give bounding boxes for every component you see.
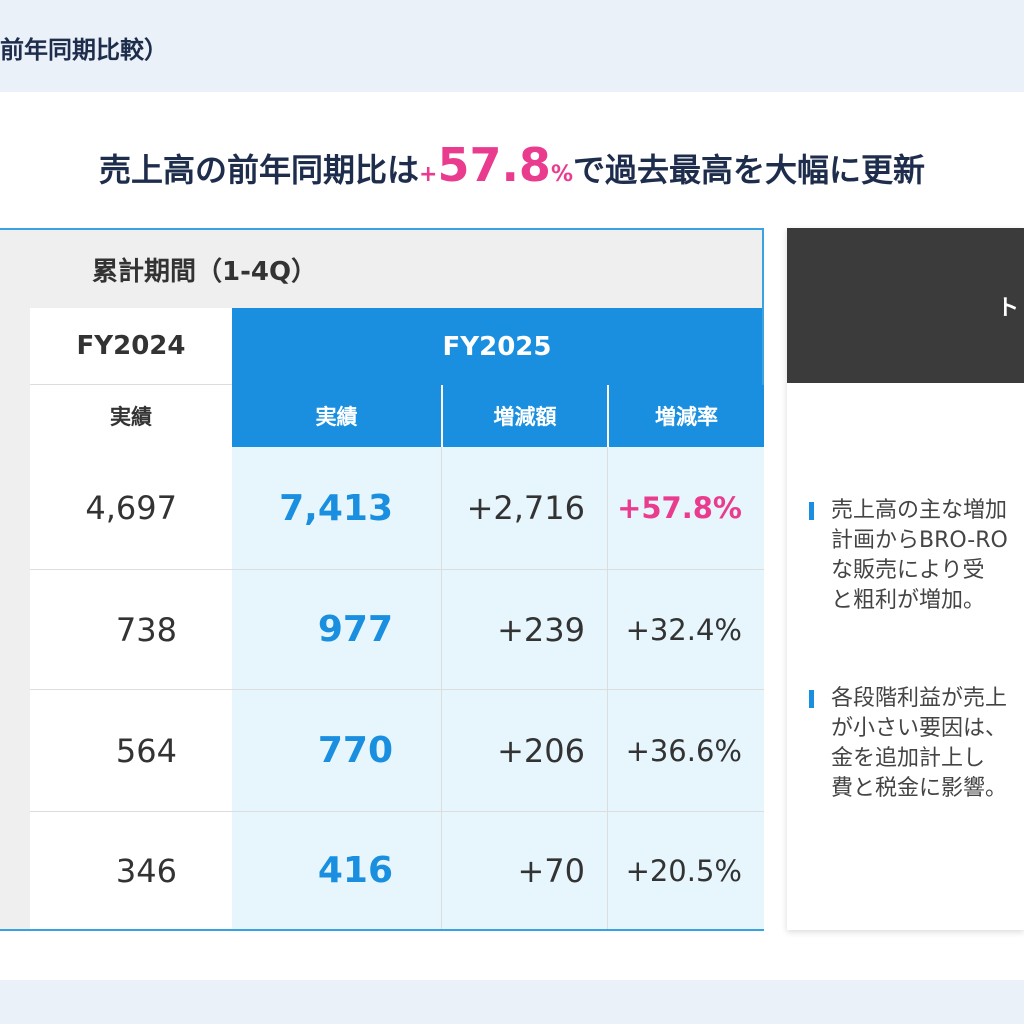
panel-title: ト	[997, 296, 1020, 321]
table-cell: 564	[30, 690, 232, 812]
headline-suffix: で過去最高を大幅に更新	[572, 151, 925, 189]
headline: 売上高の前年同期比は+57.8%で過去最高を大幅に更新	[0, 138, 1024, 192]
subheader: 増減率	[607, 385, 764, 447]
table-cell: +2,716	[441, 447, 607, 570]
headline-prefix: 売上高の前年同期比は	[98, 151, 419, 189]
panel-header: ト	[787, 228, 1024, 383]
bullet-line: が小さい要因は、	[831, 716, 1008, 741]
bullet: 各段階利益が売上 が小さい要因は、 金を追加計上し 費と税金に影響。	[809, 684, 1024, 804]
label-column	[0, 308, 30, 929]
results-table: 累計期間（1-4Q） FY2024 FY2025 実績 実績 増減額 増減率 4,697 7,4…	[0, 228, 764, 931]
subheader: 増減額	[441, 385, 607, 447]
bullet: 売上高の主な増加 計画からBRO-RO な販売により受 と粗利が増加。	[809, 496, 1024, 616]
column-header: FY2024	[30, 308, 232, 385]
table-cell: 977	[232, 570, 441, 690]
bullet-line: な販売により受	[831, 558, 985, 583]
headline-sign: +	[419, 162, 438, 187]
section-title: 前年同期比較）	[0, 36, 168, 64]
headline-unit: %	[550, 162, 573, 187]
table-cell: 770	[232, 690, 441, 812]
table-cell: 416	[232, 812, 441, 929]
table-cell: +57.8%	[607, 447, 764, 570]
bullet-line: 売上高の主な増加	[831, 498, 1008, 523]
bullet-line: と粗利が増加。	[831, 588, 986, 613]
table-cell: 738	[30, 570, 232, 690]
table-cell: +20.5%	[607, 812, 764, 929]
subheader: 実績	[110, 405, 152, 429]
table-cell: 4,697	[30, 447, 232, 570]
column-header: FY2025	[232, 308, 762, 385]
bullet-line: 計画からBRO-RO	[831, 528, 1008, 553]
table-cell: 346	[115, 851, 177, 890]
table-cell: +70	[441, 812, 607, 929]
table-cell: +36.6%	[607, 690, 764, 812]
headline-number: 57.8	[437, 138, 551, 192]
table-title: 累計期間（1-4Q）	[0, 230, 762, 308]
table-cell: 7,413	[232, 447, 441, 570]
side-panel: ト 売上高の主な増加 計画からBRO-RO な販売により受 と粗利が増加。 各段階利益が…	[787, 228, 1024, 930]
bullet-line: 各段階利益が売上	[831, 686, 1008, 711]
top-band	[0, 0, 1024, 92]
bottom-band	[0, 980, 1024, 1024]
bullet-line: 費と税金に影響。	[831, 776, 1008, 801]
table-cell: +32.4%	[607, 570, 764, 690]
bullet-line: 金を追加計上し	[831, 746, 986, 771]
subheader: 実績	[232, 385, 441, 447]
table-cell: +239	[441, 570, 607, 690]
table-cell: +206	[441, 690, 607, 812]
